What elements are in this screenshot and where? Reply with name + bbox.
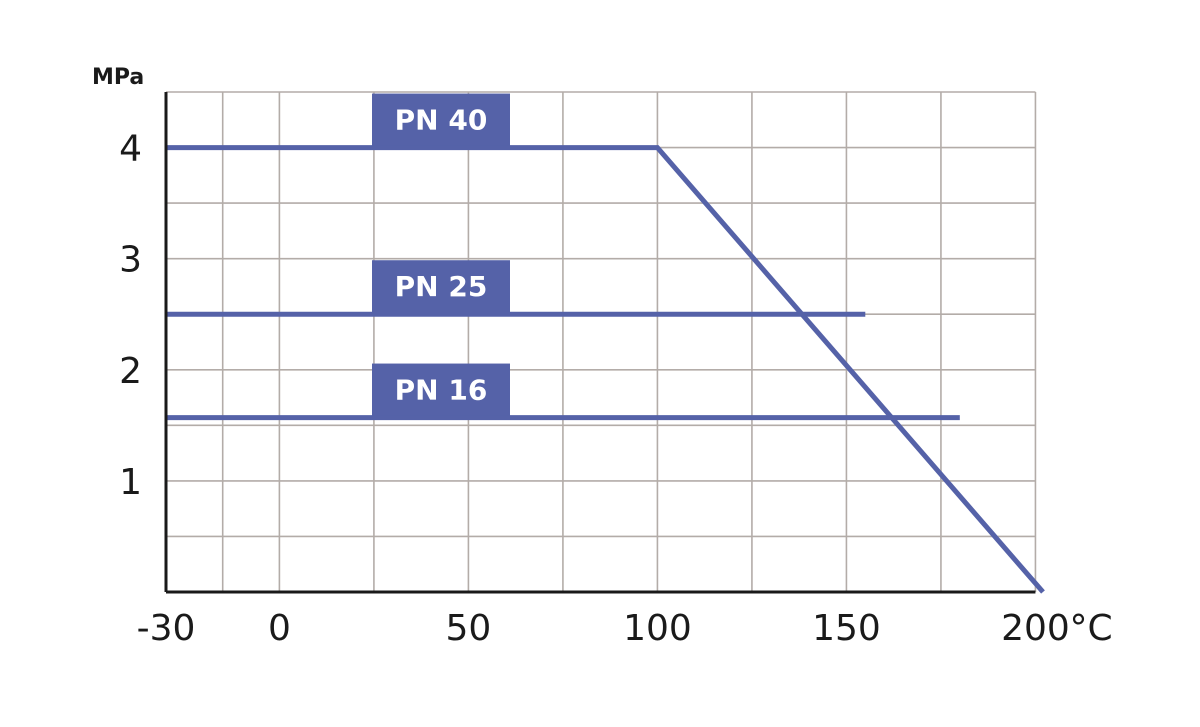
series-tag-label: PN 25 [395,270,488,303]
y-tick-label: 2 [119,351,142,392]
y-tick-label: 1 [119,462,142,503]
y-tick-label: 3 [119,240,142,281]
y-tick-labels: 1 2 3 4 [119,129,142,503]
x-tick-label: 100 [623,608,692,649]
series-tag-pn-16: PN 16 [372,363,510,416]
series-tag-box [372,93,510,146]
series-tag-pn-40: PN 40 [372,93,510,146]
vertical-gridlines [221,92,1037,592]
series-tag-label: PN 16 [395,374,488,407]
x-tick-label: 150 [812,608,881,649]
x-axis-unit-label: °C [1069,608,1112,649]
series-tag-box [372,363,510,416]
series-lines [166,145,1045,594]
series-tag-box [372,260,510,313]
x-tick-label: -30 [137,608,196,649]
x-tick-labels: -30 0 50 100 150 200 °C [137,608,1113,649]
series-tag-label: PN 40 [395,104,488,137]
series-labels: PN 40 PN 25 PN 16 [372,93,510,416]
series-tag-pn-25: PN 25 [372,260,510,313]
x-tick-label: 200 [1001,608,1070,649]
x-tick-label: 50 [446,608,492,649]
y-tick-label: 4 [119,129,142,170]
x-tick-label: 0 [268,608,291,649]
series-line-pn-40 [166,145,1045,594]
y-axis-unit-label: MPa [92,65,144,90]
